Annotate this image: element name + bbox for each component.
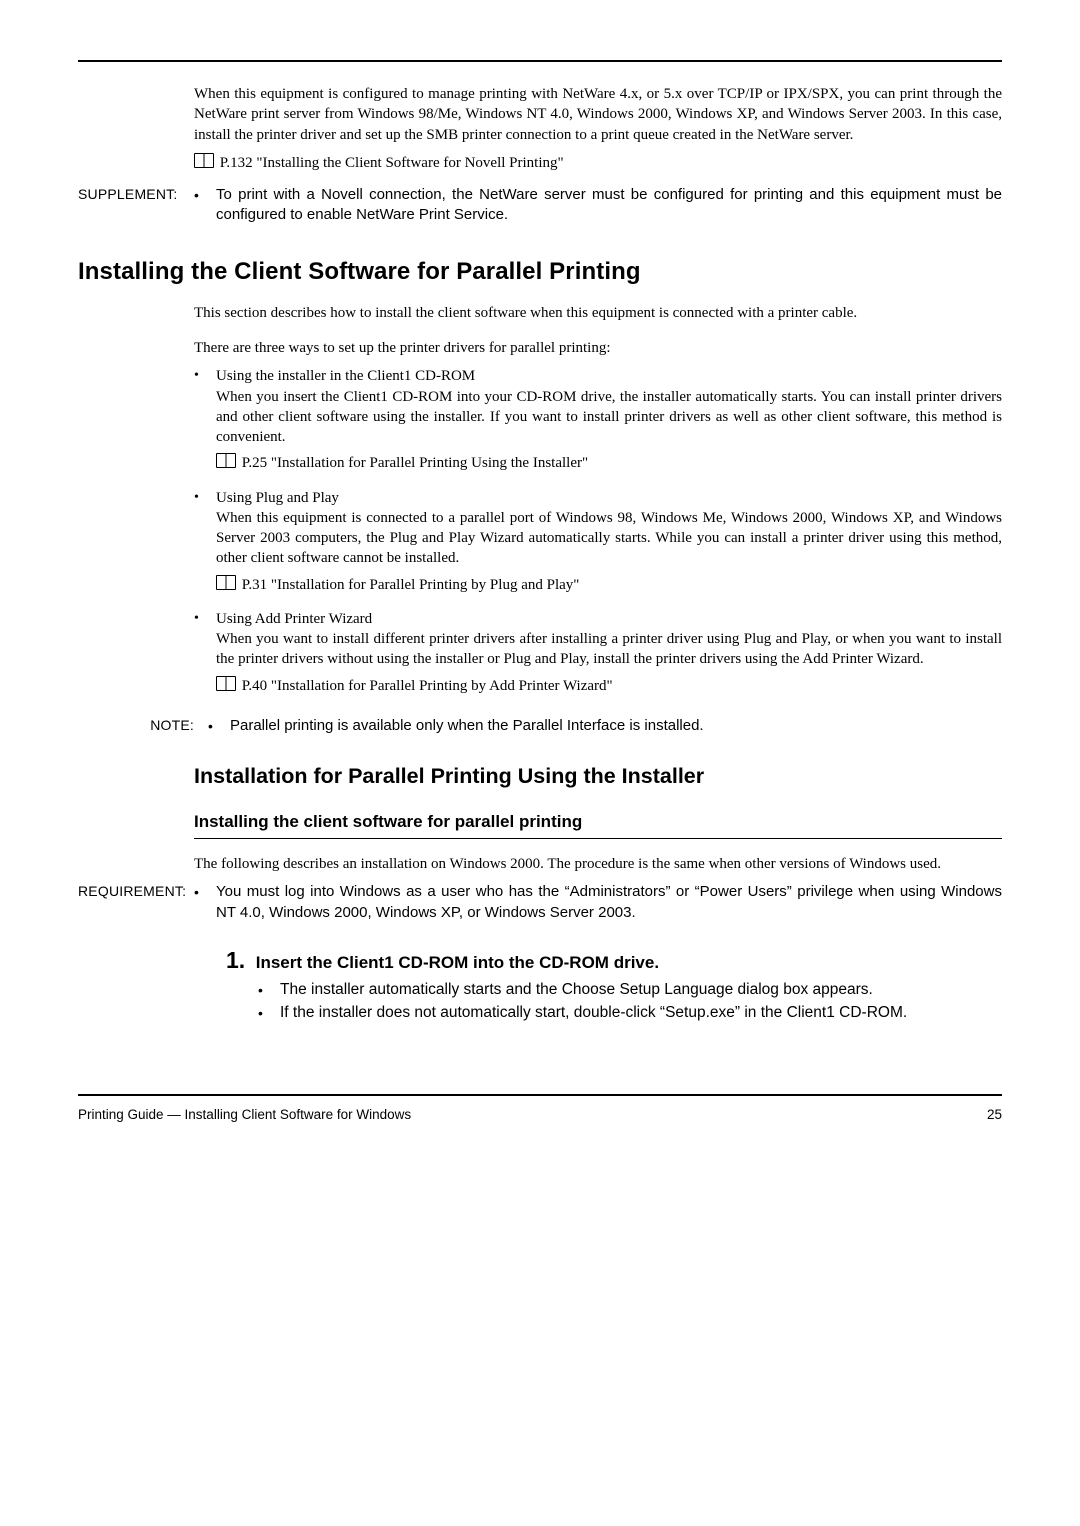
item3-ref: P.40 "Installation for Parallel Printing…: [216, 676, 1002, 696]
item3-ref-text: P.40 "Installation for Parallel Printing…: [242, 678, 613, 694]
book-icon: [216, 676, 236, 691]
book-icon: [216, 453, 236, 468]
step1-bullet2: If the installer does not automatically …: [280, 1003, 1002, 1024]
bullet-dot: •: [194, 609, 216, 629]
step-1-num: 1.: [226, 945, 252, 976]
supplement-row: SUPPLEMENT: • To print with a Novell con…: [78, 185, 1002, 226]
item3-lead: Using Add Printer Wizard: [216, 609, 1002, 629]
note-text: Parallel printing is available only when…: [230, 716, 1002, 736]
book-icon: [194, 153, 214, 168]
top-rule: [78, 60, 1002, 62]
item2-ref-text: P.31 "Installation for Parallel Printing…: [242, 577, 580, 593]
bottom-rule: [78, 1094, 1002, 1096]
note-row: NOTE: • Parallel printing is available o…: [78, 716, 1002, 736]
item1-lead: Using the installer in the Client1 CD-RO…: [216, 366, 1002, 386]
section-p2: There are three ways to set up the print…: [194, 338, 1002, 358]
bullet-dot: •: [258, 1003, 280, 1023]
book-icon: [216, 575, 236, 590]
footer-left: Printing Guide — Installing Client Softw…: [78, 1106, 411, 1124]
installer-p: The following describes an installation …: [194, 854, 1002, 874]
installer-subtitle: Installing the client software for paral…: [194, 811, 1002, 834]
item1-body: When you insert the Client1 CD-ROM into …: [216, 387, 1002, 448]
bullet-dot: •: [194, 185, 216, 205]
bullet-dot: •: [208, 716, 230, 736]
item2-body: When this equipment is connected to a pa…: [216, 508, 1002, 569]
step-1: 1. Insert the Client1 CD-ROM into the CD…: [226, 945, 1002, 976]
installer-title: Installation for Parallel Printing Using…: [194, 762, 1002, 791]
item1-ref: P.25 "Installation for Parallel Printing…: [216, 453, 1002, 473]
ref-novell: P.132 "Installing the Client Software fo…: [194, 153, 1002, 173]
section-title: Installing the Client Software for Paral…: [78, 256, 1002, 288]
ref-novell-text: P.132 "Installing the Client Software fo…: [220, 155, 564, 171]
supplement-label: SUPPLEMENT:: [78, 185, 194, 204]
item2-ref: P.31 "Installation for Parallel Printing…: [216, 575, 1002, 595]
note-label: NOTE:: [78, 716, 208, 735]
bullet-dot: •: [194, 366, 216, 386]
requirement-row: REQUIREMENT: • You must log into Windows…: [78, 882, 1002, 923]
section-p1: This section describes how to install th…: [194, 303, 1002, 323]
item1-ref-text: P.25 "Installation for Parallel Printing…: [242, 455, 588, 471]
step-1-text: Insert the Client1 CD-ROM into the CD-RO…: [256, 953, 659, 972]
footer-page-number: 25: [987, 1106, 1002, 1124]
thin-rule: [194, 838, 1002, 839]
requirement-label: REQUIREMENT:: [78, 882, 194, 901]
bullet-dot: •: [258, 980, 280, 1000]
requirement-text: You must log into Windows as a user who …: [216, 882, 1002, 923]
intro-paragraph: When this equipment is configured to man…: [194, 84, 1002, 145]
bullet-dot: •: [194, 488, 216, 508]
supplement-text: To print with a Novell connection, the N…: [216, 185, 1002, 226]
step1-bullet1: The installer automatically starts and t…: [280, 980, 1002, 1001]
item2-lead: Using Plug and Play: [216, 488, 1002, 508]
item3-body: When you want to install different print…: [216, 629, 1002, 670]
bullet-dot: •: [194, 882, 216, 902]
